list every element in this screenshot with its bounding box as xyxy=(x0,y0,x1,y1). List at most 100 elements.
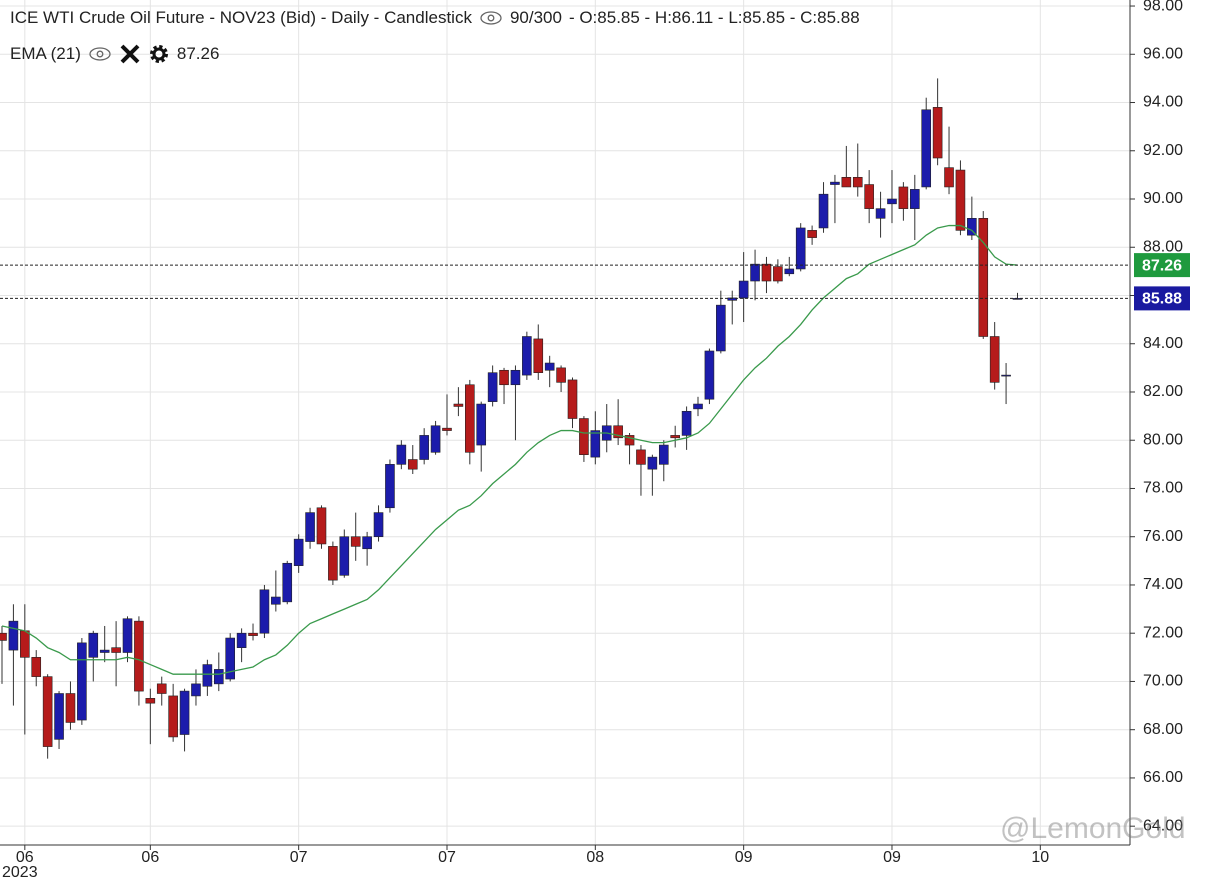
candle-body xyxy=(54,693,64,740)
candle-body xyxy=(465,384,475,453)
x-tick-label: 06 xyxy=(141,849,159,866)
candle-body xyxy=(168,695,178,738)
y-tick-label: 94.00 xyxy=(1143,94,1183,111)
candle-body xyxy=(191,683,201,697)
price-tag xyxy=(1134,286,1190,311)
ema-line xyxy=(1,224,1018,675)
legend-value: 87.26 xyxy=(176,44,220,63)
candle-body xyxy=(77,642,87,721)
candle-body xyxy=(202,664,213,687)
y-tick-label: 64.00 xyxy=(1143,817,1183,834)
candle-body xyxy=(362,536,372,550)
candle-body xyxy=(65,693,76,723)
candle-body xyxy=(8,620,19,651)
x-tick-label: 09 xyxy=(735,849,753,866)
candle-body xyxy=(373,512,384,538)
candle-body xyxy=(419,435,429,460)
candle-body xyxy=(156,683,167,694)
candle-body xyxy=(213,669,224,685)
eye-icon[interactable] xyxy=(479,10,503,26)
candle-body xyxy=(944,167,954,188)
candle-body xyxy=(499,369,509,386)
candle-body xyxy=(236,632,247,648)
y-tick-label: 70.00 xyxy=(1143,673,1183,690)
candle-body xyxy=(693,403,703,410)
y-tick-label: 88.00 xyxy=(1143,238,1183,255)
x-tick-label: 07 xyxy=(438,849,456,866)
x-tick-label: 10 xyxy=(1031,849,1049,866)
candle-body xyxy=(864,184,874,209)
candle-body xyxy=(328,546,338,581)
candle-body xyxy=(42,676,53,747)
candle-body xyxy=(909,189,920,209)
candle-body xyxy=(453,403,464,407)
candle-body xyxy=(978,218,989,337)
candle-body xyxy=(852,176,863,188)
y-tick-label: 84.00 xyxy=(1143,335,1183,352)
candle-body xyxy=(0,632,7,641)
y-tick-label: 82.00 xyxy=(1143,383,1183,400)
ohlc-readout: - O:85.85 - H:86.11 - L:85.85 - C:85.88 xyxy=(568,8,860,27)
candle-body xyxy=(487,372,498,402)
candle-body xyxy=(784,268,795,275)
candle-body xyxy=(225,637,235,680)
candle-body xyxy=(544,362,555,371)
candle-body xyxy=(316,507,327,545)
candle-body xyxy=(738,280,749,299)
candle-body xyxy=(955,169,966,231)
candle-body xyxy=(476,403,487,446)
candle-body xyxy=(20,630,30,658)
y-tick-label: 66.00 xyxy=(1143,769,1183,786)
price-tag-label: 85.88 xyxy=(1142,291,1182,308)
candle-body xyxy=(396,444,407,465)
price-tag xyxy=(1134,253,1190,278)
candle-body xyxy=(533,338,544,373)
candle-body xyxy=(932,107,943,159)
chart-title: ICE WTI Crude Oil Future - NOV23 (Bid) -… xyxy=(10,8,472,27)
eye-icon[interactable] xyxy=(88,46,112,62)
x-tick-label: 07 xyxy=(290,849,308,866)
candle-body xyxy=(430,425,441,453)
candle-body xyxy=(522,336,532,376)
candle-body xyxy=(111,647,121,653)
candle-body xyxy=(293,538,304,566)
candle-body xyxy=(567,379,578,419)
x-tick-label: 09 xyxy=(883,849,901,866)
y-tick-label: 90.00 xyxy=(1143,190,1183,207)
x-tick-label: 06 xyxy=(16,849,34,866)
candle-body xyxy=(31,657,42,677)
candle-body xyxy=(88,632,99,658)
x-tick-label: 08 xyxy=(586,849,604,866)
settings-icon[interactable] xyxy=(148,43,170,65)
candle-body xyxy=(179,690,190,735)
year-label: 2023 xyxy=(2,864,38,879)
candle-body xyxy=(658,444,669,465)
y-tick-label: 72.00 xyxy=(1143,624,1183,641)
candle-body xyxy=(795,227,806,270)
y-tick-label: 74.00 xyxy=(1143,576,1183,593)
candle-body xyxy=(510,369,521,386)
candle-body xyxy=(681,410,692,436)
candle-body xyxy=(407,459,418,470)
candle-body xyxy=(99,649,110,653)
candle-body xyxy=(442,427,452,431)
chart-header: ICE WTI Crude Oil Future - NOV23 (Bid) -… xyxy=(10,8,860,28)
remove-icon[interactable] xyxy=(119,43,141,65)
watermark: @LemonGold xyxy=(1000,812,1186,845)
bar-count: 90/300 xyxy=(509,8,562,27)
candle-body xyxy=(590,430,601,458)
candle-body xyxy=(670,435,680,439)
candle-body xyxy=(967,218,977,236)
legend-label: EMA (21) xyxy=(10,44,81,63)
y-tick-label: 80.00 xyxy=(1143,431,1183,448)
candle-body xyxy=(248,632,258,636)
candle-body xyxy=(624,435,635,446)
candle-body xyxy=(750,263,760,282)
candle-body xyxy=(385,464,395,509)
candle-body xyxy=(259,589,270,634)
candle-body xyxy=(807,230,817,238)
candle-body xyxy=(122,618,133,653)
y-tick-label: 98.00 xyxy=(1143,0,1183,14)
